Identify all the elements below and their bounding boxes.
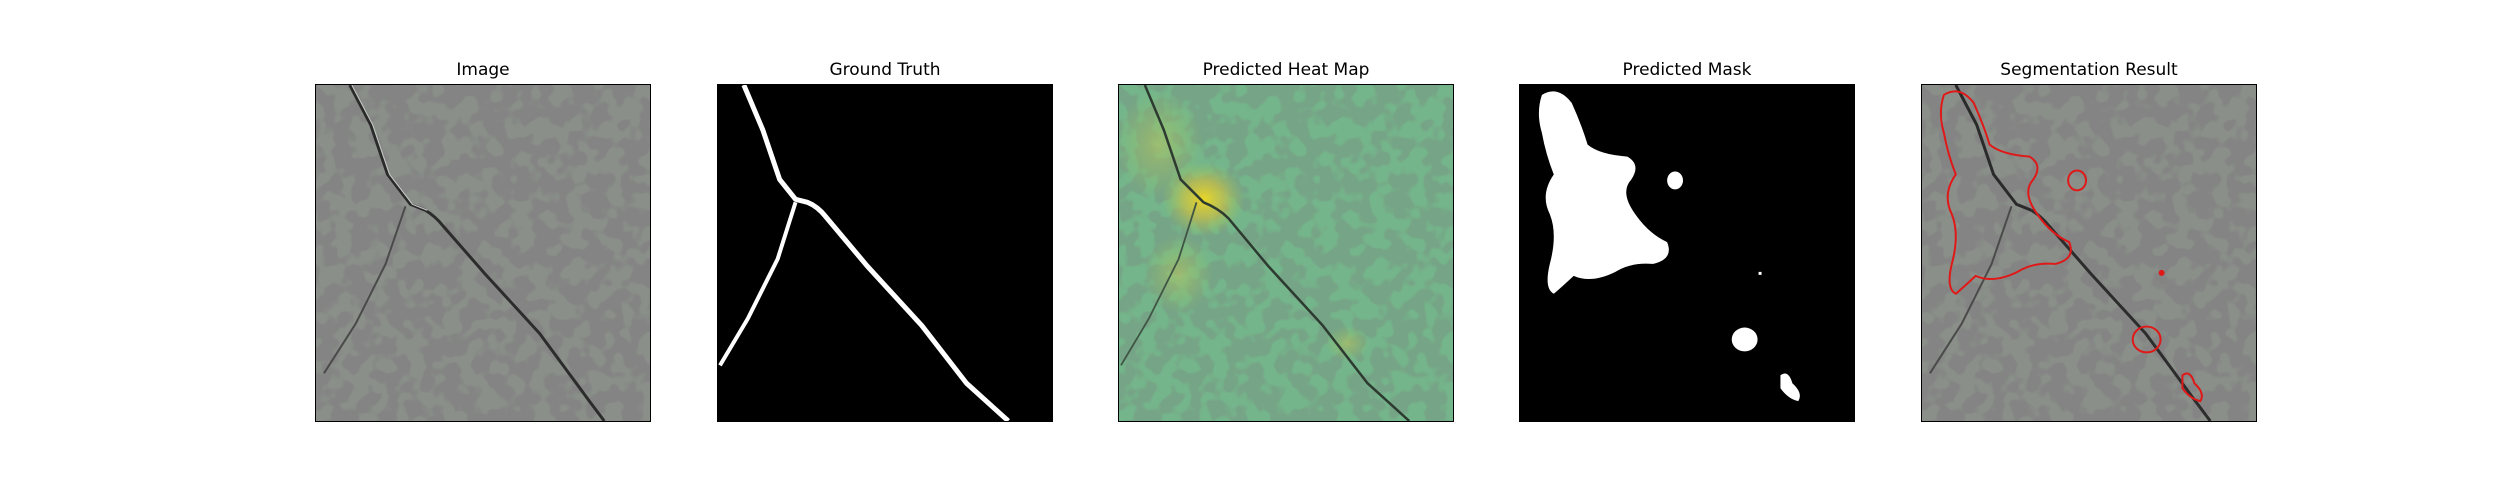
- predicted-mask-graphic: [1520, 85, 1854, 421]
- panel-predicted-mask: Predicted Mask: [1519, 0, 1855, 500]
- panel-image: Image: [315, 0, 651, 500]
- panel-title: Image: [456, 60, 510, 80]
- panel-heat-map: Predicted Heat Map: [1118, 0, 1454, 500]
- heat-map-graphic: [1119, 85, 1453, 421]
- stone-texture-image: [315, 84, 651, 422]
- segmentation-result-image: [1921, 84, 2257, 422]
- predicted-mask-image: [1519, 84, 1855, 422]
- ground-truth-mask: [717, 84, 1053, 422]
- panel-title: Ground Truth: [829, 60, 941, 80]
- panel-title: Predicted Mask: [1622, 60, 1752, 80]
- panel-title: Predicted Heat Map: [1202, 60, 1370, 80]
- ground-truth-graphic: [718, 85, 1052, 421]
- panel-title: Segmentation Result: [2000, 60, 2178, 80]
- stone-texture-graphic: [316, 85, 650, 421]
- panel-ground-truth: Ground Truth: [717, 0, 1053, 500]
- segmentation-result-graphic: [1922, 85, 2256, 421]
- panel-segmentation-result: Segmentation Result: [1921, 0, 2257, 500]
- heat-map-image: [1118, 84, 1454, 422]
